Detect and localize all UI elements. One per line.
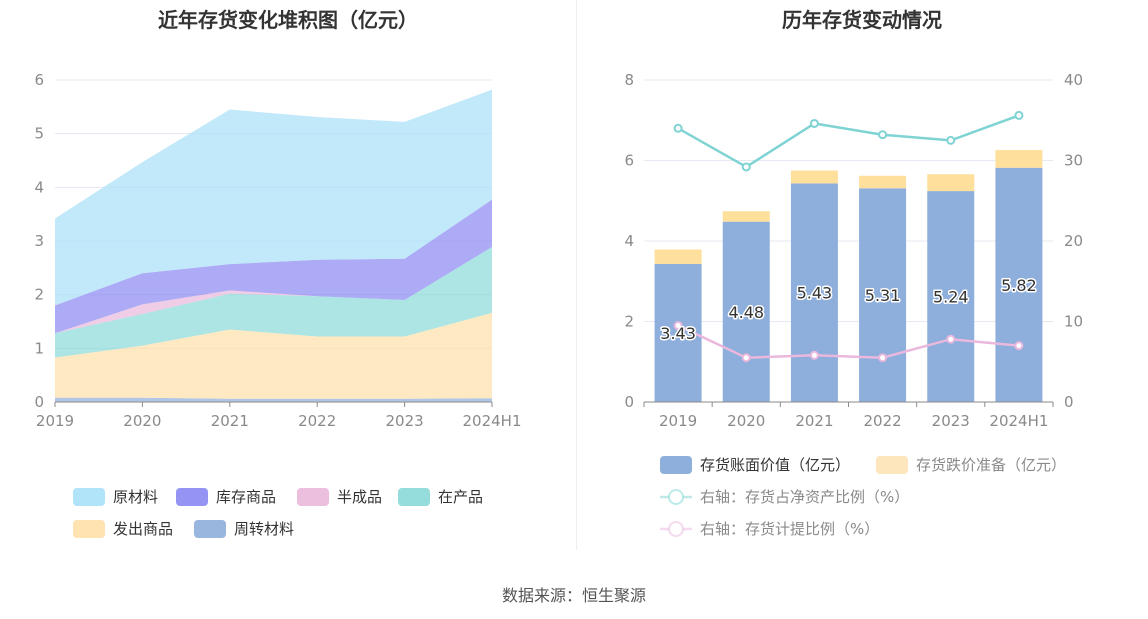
provision-ratio-point (673, 321, 683, 331)
legend-label: 库存商品 (216, 488, 276, 506)
bar-value-label: 5.31 (865, 286, 901, 305)
bar-value-label: 5.24 (933, 288, 969, 307)
bar-value-label: 4.48 (728, 303, 764, 322)
left-y-tick-label: 2 (624, 313, 634, 331)
legend-label: 半成品 (337, 488, 382, 506)
left-y-tick-label: 0 (624, 393, 634, 411)
impairment-provision-bar (859, 175, 907, 189)
legend-label: 右轴：存货计提比例（%） (700, 520, 879, 538)
x-tick-label: 2023 (386, 412, 424, 430)
book-value-bar (790, 183, 838, 402)
impairment-provision-bar (790, 170, 838, 184)
legend-line-marker (668, 521, 684, 537)
impairment-provision-bar (722, 211, 770, 222)
right-y-tick-label: 30 (1064, 152, 1083, 170)
bar-value-label: 3.43 (660, 324, 696, 343)
legend-label: 存货账面价值（亿元） (700, 456, 850, 474)
x-tick-label: 2020 (123, 412, 161, 430)
legend-swatch (297, 488, 329, 506)
bar-value-label: 5.82 (1001, 276, 1037, 295)
legend-label: 周转材料 (234, 520, 294, 538)
net-asset-ratio-point (946, 135, 956, 145)
stacked-area-chart: 0 1 2 3 4 5 6 2019 2020 2021 2022 2023 2024H1 原材料 库存商品… (34, 71, 522, 538)
x-tick-label: 2020 (727, 412, 765, 430)
x-tick-label: 2019 (659, 412, 697, 430)
left-chart-title: 近年存货变化堆积图（亿元） (158, 8, 418, 32)
y-tick-label: 2 (34, 286, 44, 304)
legend-swatch (876, 456, 908, 474)
provision-ratio-point (946, 334, 956, 344)
y-tick-label: 1 (34, 339, 44, 357)
provision-ratio-line (677, 324, 1020, 359)
provision-ratio-point (1014, 341, 1024, 351)
book-value-bar (995, 167, 1043, 402)
legend-swatch (176, 488, 208, 506)
legend-swatch (73, 520, 105, 538)
right-chart-title: 历年存货变动情况 (782, 8, 942, 32)
right-y-tick-label: 10 (1064, 313, 1083, 331)
y-tick-label: 6 (34, 71, 44, 89)
area-series (55, 89, 492, 306)
net-asset-ratio-point (1014, 110, 1024, 120)
net-asset-ratio-point (741, 162, 751, 172)
legend-line-marker (668, 489, 684, 505)
left-y-tick-label: 4 (624, 232, 634, 250)
impairment-provision-bar (927, 174, 975, 192)
x-tick-label: 2019 (36, 412, 74, 430)
right-y-tick-label: 20 (1064, 232, 1083, 250)
area-series (55, 312, 492, 399)
net-asset-ratio-point (809, 118, 819, 128)
legend-swatch (660, 456, 692, 474)
legend-swatch (194, 520, 226, 538)
provision-ratio-point (809, 350, 819, 360)
x-tick-label: 2022 (863, 412, 901, 430)
book-value-bar (859, 188, 907, 402)
provision-ratio-point (878, 353, 888, 363)
x-tick-label: 2024H1 (463, 412, 522, 430)
x-tick-label: 2022 (298, 412, 336, 430)
impairment-provision-bar (654, 249, 702, 264)
left-y-tick-label: 6 (624, 152, 634, 170)
net-asset-ratio-point (878, 130, 888, 140)
legend-label: 存货跌价准备（亿元） (916, 456, 1066, 474)
book-value-bar (927, 191, 975, 402)
x-tick-label: 2023 (932, 412, 970, 430)
y-tick-label: 4 (34, 178, 44, 196)
data-source-note: 数据来源：恒生聚源 (501, 586, 646, 605)
left-y-tick-label: 8 (624, 71, 634, 89)
legend-label: 原材料 (113, 488, 158, 506)
net-asset-ratio-point (673, 123, 683, 133)
legend-label: 发出商品 (113, 520, 173, 538)
chart-divider (576, 0, 577, 550)
right-y-tick-label: 0 (1064, 393, 1074, 411)
right-y-tick-label: 40 (1064, 71, 1083, 89)
legend-label: 右轴：存货占净资产比例（%） (700, 488, 909, 506)
y-tick-label: 0 (34, 393, 44, 411)
area-series (55, 246, 492, 358)
legend-swatch (73, 488, 105, 506)
legend-swatch (398, 488, 430, 506)
x-tick-label: 2024H1 (989, 412, 1048, 430)
provision-ratio-point (741, 353, 751, 363)
x-tick-label: 2021 (211, 412, 249, 430)
y-tick-label: 3 (34, 232, 44, 250)
x-tick-label: 2021 (795, 412, 833, 430)
area-series (55, 199, 492, 334)
y-tick-label: 5 (34, 125, 44, 143)
bar-line-combo-chart: 0 2 4 6 8 0 10 20 30 40 2019 2020 2021 2022 2023 2024H1… (624, 71, 1083, 538)
book-value-bar (722, 221, 770, 402)
net-asset-ratio-line (677, 114, 1020, 169)
bar-value-label: 5.43 (797, 284, 833, 303)
legend-label: 在产品 (438, 488, 483, 506)
impairment-provision-bar (995, 150, 1043, 168)
